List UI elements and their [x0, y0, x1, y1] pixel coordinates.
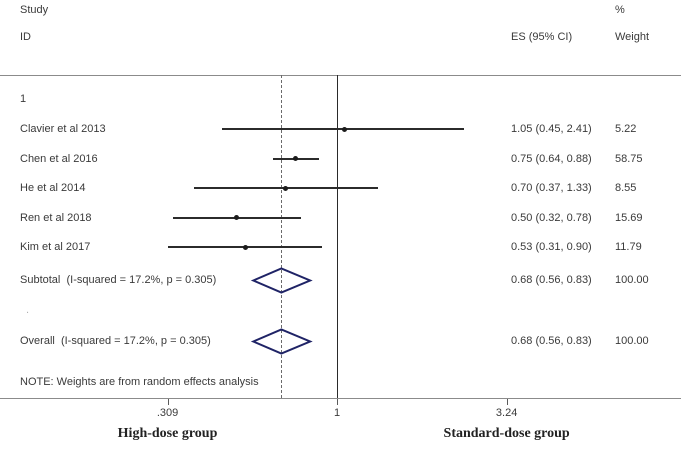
study-es-ci: 0.75 (0.64, 0.88)	[511, 152, 592, 165]
study-label: Kim et al 2017	[20, 241, 91, 253]
overall-label: Overall (I-squared = 17.2%, p = 0.305)	[20, 335, 211, 347]
study-weight: 15.69	[615, 211, 643, 224]
group-heading: 1	[20, 93, 27, 105]
point-estimate-marker	[242, 244, 248, 250]
x-axis-tick	[337, 399, 338, 405]
study-weight: 5.22	[615, 123, 637, 135]
header-rule	[0, 75, 681, 76]
study-label: Ren et al 2018	[20, 211, 92, 224]
x-axis-tick-label: .309	[156, 407, 179, 419]
study-weight: 58.75	[615, 152, 643, 165]
point-estimate-marker	[292, 156, 298, 161]
point-estimate-marker	[341, 126, 347, 132]
header-study: Study	[20, 4, 49, 16]
study-es-ci: 0.50 (0.32, 0.78)	[511, 211, 592, 224]
header-percent: %	[615, 4, 625, 16]
overall-estimate-line	[281, 75, 282, 398]
x-axis-tick	[506, 399, 508, 405]
study-es-ci: 0.70 (0.37, 1.33)	[511, 182, 592, 194]
x-axis-tick	[167, 399, 169, 405]
study-weight: 11.79	[615, 241, 642, 253]
study-label: Chen et al 2016	[20, 152, 98, 165]
subtotal-weight: 100.00	[615, 274, 649, 286]
x-axis-tick-label: 3.24	[495, 407, 518, 419]
point-estimate-marker	[234, 215, 240, 220]
null-effect-line	[337, 75, 338, 398]
note-text: NOTE: Weights are from random effects an…	[20, 376, 259, 388]
study-label: He et al 2014	[20, 182, 86, 194]
study-label: Clavier et al 2013	[20, 123, 106, 135]
x-axis-label-right: Standard-dose group	[443, 426, 570, 441]
subtotal-label: Subtotal (I-squared = 17.2%, p = 0.305)	[20, 274, 217, 286]
x-axis-line	[0, 398, 681, 399]
study-es-ci: 0.53 (0.31, 0.90)	[511, 241, 592, 253]
x-axis-label-left: High-dose group	[117, 426, 218, 441]
subtotal-es: 0.68 (0.56, 0.83)	[511, 274, 592, 286]
study-weight: 8.55	[615, 182, 637, 194]
study-es-ci: 1.05 (0.45, 2.41)	[511, 123, 592, 135]
header-weight: Weight	[615, 31, 650, 43]
overall-es: 0.68 (0.56, 0.83)	[511, 335, 592, 347]
overall-weight: 100.00	[615, 335, 649, 347]
separator-dot: .	[26, 304, 30, 316]
point-estimate-marker	[283, 185, 289, 191]
x-axis-tick-label: 1	[333, 407, 341, 419]
header-es-ci: ES (95% CI)	[511, 31, 573, 43]
header-id: ID	[20, 31, 31, 43]
